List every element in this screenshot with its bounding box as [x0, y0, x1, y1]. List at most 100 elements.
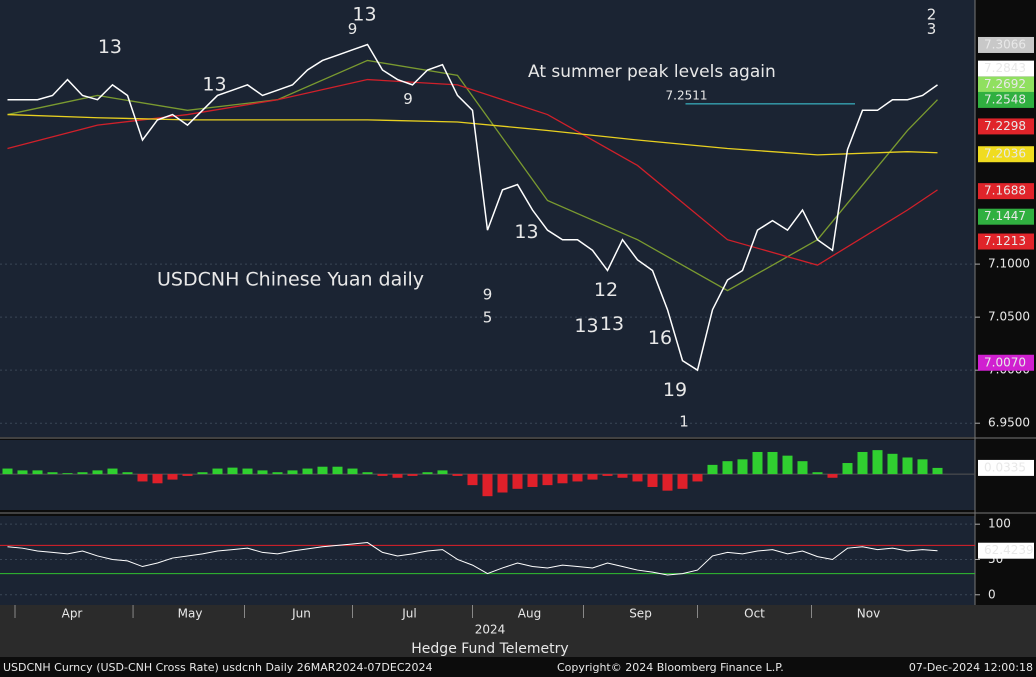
histogram-bar	[212, 468, 223, 475]
histogram-bar	[227, 467, 238, 475]
histogram-bar	[452, 474, 463, 476]
histogram-bar	[272, 472, 283, 475]
count-label: 13	[600, 313, 624, 335]
histogram-bar	[422, 472, 433, 475]
badge-label: 7.1447	[984, 209, 1026, 223]
y-tick-label: 6.9500	[988, 416, 1030, 430]
y-tick-label: 100	[988, 517, 1011, 531]
histogram-bar	[197, 472, 208, 475]
histogram-bar	[902, 457, 913, 475]
value-badge	[978, 208, 1034, 225]
moving-average	[7, 59, 938, 292]
count-label: 13	[574, 315, 598, 337]
histogram-bar	[722, 461, 733, 475]
histogram-bar	[602, 474, 613, 476]
histogram-bar	[47, 472, 58, 475]
histogram-bar	[242, 468, 253, 475]
x-tick-label: Aug	[518, 607, 541, 621]
count-label: 19	[663, 379, 687, 401]
histogram-bar	[677, 474, 688, 489]
x-tick-label: Oct	[744, 607, 765, 621]
badge-label: 7.2548	[984, 92, 1026, 106]
ticker-info: USDCNH Curncy (USD-CNH Cross Rate) usdcn…	[3, 661, 433, 674]
count-label: 9	[403, 90, 413, 108]
badge-label: 7.3066	[984, 37, 1026, 51]
badge-label: 62.4239	[984, 543, 1034, 557]
histogram-bar	[632, 474, 643, 482]
axis-band	[0, 605, 1036, 657]
annotation: At summer peak levels again	[528, 62, 776, 82]
value-badge	[978, 91, 1034, 108]
count-label: 5	[483, 309, 493, 327]
histogram-bar	[917, 459, 928, 475]
badge-label: 7.1213	[984, 234, 1026, 248]
histogram-bar	[17, 470, 28, 475]
value-badge	[978, 146, 1034, 163]
y-tick-label: 7.1000	[988, 257, 1030, 271]
histogram-bar	[347, 468, 358, 475]
histogram-bar	[617, 474, 628, 478]
histogram-bar	[437, 470, 448, 475]
histogram-bar	[362, 472, 373, 475]
histogram-bar	[332, 466, 343, 475]
histogram-bar	[467, 474, 478, 486]
count-label: 1	[679, 413, 689, 431]
value-badge	[978, 60, 1034, 77]
histogram-bar	[527, 474, 538, 487]
badge-label: 7.2298	[984, 119, 1026, 133]
y-tick-label: 7.0500	[988, 310, 1030, 324]
rsi-line	[7, 542, 938, 576]
histogram-bar	[77, 472, 88, 475]
y-tick-label: 0	[988, 587, 996, 601]
year-label: 2024	[475, 623, 506, 637]
histogram-bar	[92, 470, 103, 475]
histogram-bar	[122, 472, 133, 475]
count-label: 13	[352, 3, 376, 25]
histogram-bar	[872, 450, 883, 475]
histogram-bar	[257, 470, 268, 475]
count-label: 13	[514, 221, 538, 243]
chart-caption: USDCNH Chinese Yuan daily	[157, 269, 424, 291]
histogram-bar	[182, 474, 193, 476]
histogram-bar	[542, 474, 553, 486]
histogram-bar	[752, 451, 763, 475]
histogram-bar	[692, 474, 703, 482]
histogram-bar	[782, 455, 793, 475]
histogram-bar	[407, 474, 418, 476]
value-badge	[978, 354, 1034, 371]
histogram-bar	[167, 474, 178, 480]
histogram-bar	[827, 474, 838, 478]
histogram-bar	[32, 470, 43, 475]
badge-label: 7.2036	[984, 147, 1026, 161]
value-badge	[978, 542, 1034, 559]
value-badge	[978, 76, 1034, 93]
value-badge	[978, 459, 1034, 476]
value-badge	[978, 183, 1034, 200]
badge-label: 7.2843	[984, 61, 1026, 75]
histogram-bar	[587, 474, 598, 480]
badge-label: 7.2692	[984, 77, 1026, 91]
count-label: 13	[98, 36, 122, 58]
histogram-bar	[302, 468, 313, 475]
count-label: 9	[348, 20, 358, 38]
count-label: 2	[927, 5, 937, 23]
histogram-bar	[557, 474, 568, 484]
x-tick-label: Nov	[857, 607, 880, 621]
histogram-bar	[857, 451, 868, 475]
brand: Hedge Fund Telemetry	[411, 641, 568, 657]
histogram-bar	[152, 474, 163, 484]
histogram-bar	[482, 474, 493, 497]
badge-label: 7.1688	[984, 184, 1026, 198]
count-label: 13	[202, 73, 226, 95]
x-tick-label: Apr	[62, 607, 83, 621]
histogram-bar	[317, 466, 328, 475]
moving-average	[7, 78, 938, 266]
count-label: 9	[483, 285, 493, 303]
x-tick-label: Jun	[291, 607, 311, 621]
histogram-bar	[572, 474, 583, 482]
histogram-bar	[62, 473, 73, 475]
rsi-panel	[0, 516, 975, 605]
histogram-bar	[2, 468, 13, 475]
histogram-bar	[107, 468, 118, 475]
